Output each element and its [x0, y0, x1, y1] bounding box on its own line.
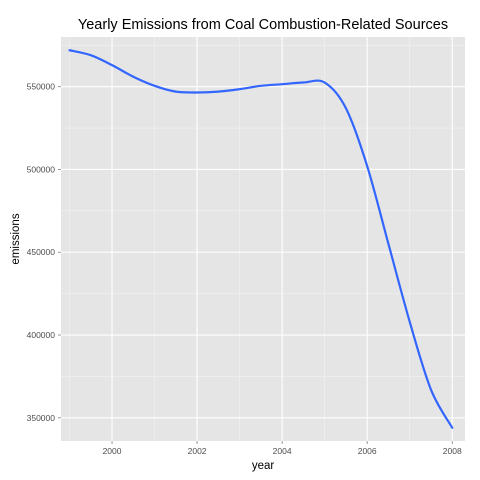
emissions-series-line — [68, 49, 454, 429]
x-axis-title: year — [252, 460, 275, 472]
x-axis: 2000 2002 2004 2006 2008 — [103, 441, 462, 456]
x-tick-label: 2008 — [443, 446, 462, 456]
x-tick-label: 2002 — [188, 446, 207, 456]
y-axis-title: emissions — [10, 213, 22, 264]
plot-panel — [61, 37, 465, 441]
y-axis: 350000 400000 450000 500000 550000 — [27, 82, 61, 423]
y-tick-label: 450000 — [27, 247, 56, 257]
series-layer — [68, 49, 454, 429]
major-gridlines — [61, 37, 465, 441]
x-tick-label: 2004 — [273, 446, 292, 456]
y-tick-label: 550000 — [27, 82, 56, 92]
x-tick-label: 2000 — [103, 446, 122, 456]
x-tick-label: 2006 — [358, 446, 377, 456]
y-tick-label: 350000 — [27, 413, 56, 423]
minor-gridlines — [61, 37, 465, 441]
y-tick-label: 500000 — [27, 164, 56, 174]
chart-title: Yearly Emissions from Coal Combustion-Re… — [78, 17, 448, 33]
y-tick-label: 400000 — [27, 330, 56, 340]
